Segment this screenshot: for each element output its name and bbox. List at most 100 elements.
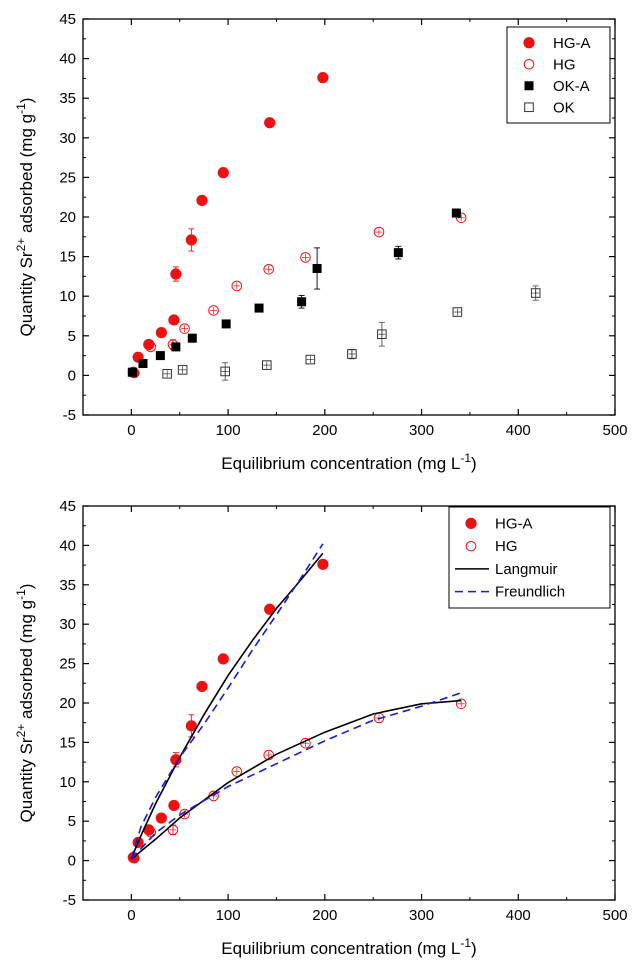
fit-line-freundlich xyxy=(130,692,462,860)
data-point-ok xyxy=(177,365,188,375)
data-point-ok-a xyxy=(221,319,231,329)
y-tick-label: 0 xyxy=(68,367,76,384)
data-point-ok-a xyxy=(187,333,197,343)
legend-symbol-ok xyxy=(524,102,534,113)
data-point-hg-a xyxy=(217,167,229,179)
chart-bottom: 0 100 200 300 400 500 -5 0 5 10 15 20 25 30 35 40 45 Equi… xyxy=(14,498,628,958)
x-axis-label: Equilibrium concentration (mg L-1) xyxy=(221,936,476,958)
legend-label-hg-a: HG-A xyxy=(495,515,533,532)
data-point-hg xyxy=(300,252,311,263)
legend-label-hg: HG xyxy=(553,56,576,73)
data-point-ok xyxy=(347,349,357,359)
data-point-hg-a xyxy=(168,799,180,812)
y-tick-label: -5 xyxy=(63,892,76,909)
data-point-ok xyxy=(220,366,230,377)
y-tick-label: 15 xyxy=(59,734,76,751)
data-point-hg-a xyxy=(168,314,180,326)
x-tick-label: 300 xyxy=(409,907,434,924)
y-tick-label: 15 xyxy=(59,249,76,266)
y-tick-label: -5 xyxy=(63,407,76,424)
x-axis-label: Equilibrium concentration (mg L-1) xyxy=(221,451,476,473)
data-point-ok-a xyxy=(171,342,181,352)
y-tick-label: 10 xyxy=(59,774,76,791)
data-point-hg-a xyxy=(196,194,208,206)
data-point-ok-a xyxy=(138,359,148,369)
legend-label-ok-a: OK-A xyxy=(553,78,590,95)
data-point-hg xyxy=(231,766,243,777)
y-tick-label: 40 xyxy=(59,537,76,554)
data-point-hg xyxy=(263,263,275,275)
data-point-hg-a xyxy=(155,327,167,339)
legend-symbol-hg-a xyxy=(523,37,535,49)
data-point-hg xyxy=(167,824,179,836)
y-tick-label: 30 xyxy=(59,616,76,633)
data-point-ok xyxy=(162,369,172,379)
y-tick-label: 30 xyxy=(59,130,76,147)
data-point-hg-a xyxy=(170,268,182,280)
y-tick-label: 35 xyxy=(59,90,76,107)
data-point-ok xyxy=(305,354,316,365)
data-point-hg-a xyxy=(264,117,276,129)
y-tick-label: 40 xyxy=(59,51,76,68)
x-tick-label: 100 xyxy=(216,907,241,924)
x-tick-label: 400 xyxy=(506,422,531,439)
y-tick-label: 20 xyxy=(59,209,76,226)
plot-area xyxy=(127,72,541,381)
chart-top: 0 100 200 300 400 500 -5 0 5 10 15 20 25 30 35 40 45 Equi… xyxy=(14,11,628,473)
data-point-hg-a xyxy=(317,72,329,84)
data-point-hg-a xyxy=(317,558,329,570)
data-point-ok-a xyxy=(393,248,403,258)
data-point-hg xyxy=(208,305,219,316)
data-point-ok-a xyxy=(127,367,137,377)
data-point-hg-a xyxy=(143,338,155,351)
y-tick-label: 5 xyxy=(68,328,76,345)
data-point-ok-a xyxy=(297,297,307,307)
plot-area xyxy=(127,543,467,864)
data-point-hg-a xyxy=(217,653,229,665)
data-point-ok xyxy=(377,329,387,340)
data-point-hg xyxy=(231,280,243,292)
x-tick-label: 500 xyxy=(602,907,627,924)
x-tick-label: 500 xyxy=(602,422,627,439)
x-tick-label: 0 xyxy=(127,907,135,924)
legend-label-langmuir: Langmuir xyxy=(495,561,558,578)
legend-label-freundlich: Freundlich xyxy=(495,584,565,601)
data-point-ok-a xyxy=(312,263,322,273)
legend-symbol-ok-a xyxy=(524,81,534,91)
legend-label-hg: HG xyxy=(495,538,518,555)
y-tick-label: 5 xyxy=(68,813,76,830)
data-point-hg xyxy=(179,323,190,334)
data-point-hg-a xyxy=(185,720,197,732)
y-tick-label: 10 xyxy=(59,288,76,305)
data-point-ok-a xyxy=(155,351,165,361)
legend-label-hg-a: HG-A xyxy=(553,35,591,52)
legend-symbol-hg-a xyxy=(465,517,477,529)
data-point-hg xyxy=(455,698,467,710)
fit-line-langmuir xyxy=(130,552,324,859)
x-tick-label: 0 xyxy=(127,422,135,439)
y-tick-label: 45 xyxy=(59,11,76,28)
legend-symbol-hg xyxy=(465,540,477,552)
data-point-hg-a xyxy=(185,234,197,246)
data-point-ok xyxy=(530,288,541,298)
fit-line-freundlich xyxy=(130,543,324,859)
x-tick-label: 400 xyxy=(506,907,531,924)
data-point-ok-a xyxy=(254,303,264,313)
y-tick-label: 25 xyxy=(59,656,76,673)
x-tick-label: 300 xyxy=(409,422,434,439)
data-point-hg-a xyxy=(155,812,167,824)
data-point-hg-a xyxy=(196,680,208,693)
y-tick-label: 45 xyxy=(59,498,76,515)
legend-symbol-hg xyxy=(523,58,535,70)
x-tick-label: 100 xyxy=(216,422,241,439)
x-tick-label: 200 xyxy=(312,422,337,439)
legend: HG-A HG OK-A OK xyxy=(506,26,611,124)
data-point-ok xyxy=(452,307,463,317)
x-tick-label: 200 xyxy=(312,907,337,924)
data-point-ok-a xyxy=(451,208,461,218)
y-tick-label: 0 xyxy=(68,853,76,870)
fit-line-langmuir xyxy=(130,699,462,860)
y-tick-label: 20 xyxy=(59,695,76,712)
y-axis-label: Quantity Sr2+ adsorbed (mg g-1) xyxy=(14,584,36,823)
